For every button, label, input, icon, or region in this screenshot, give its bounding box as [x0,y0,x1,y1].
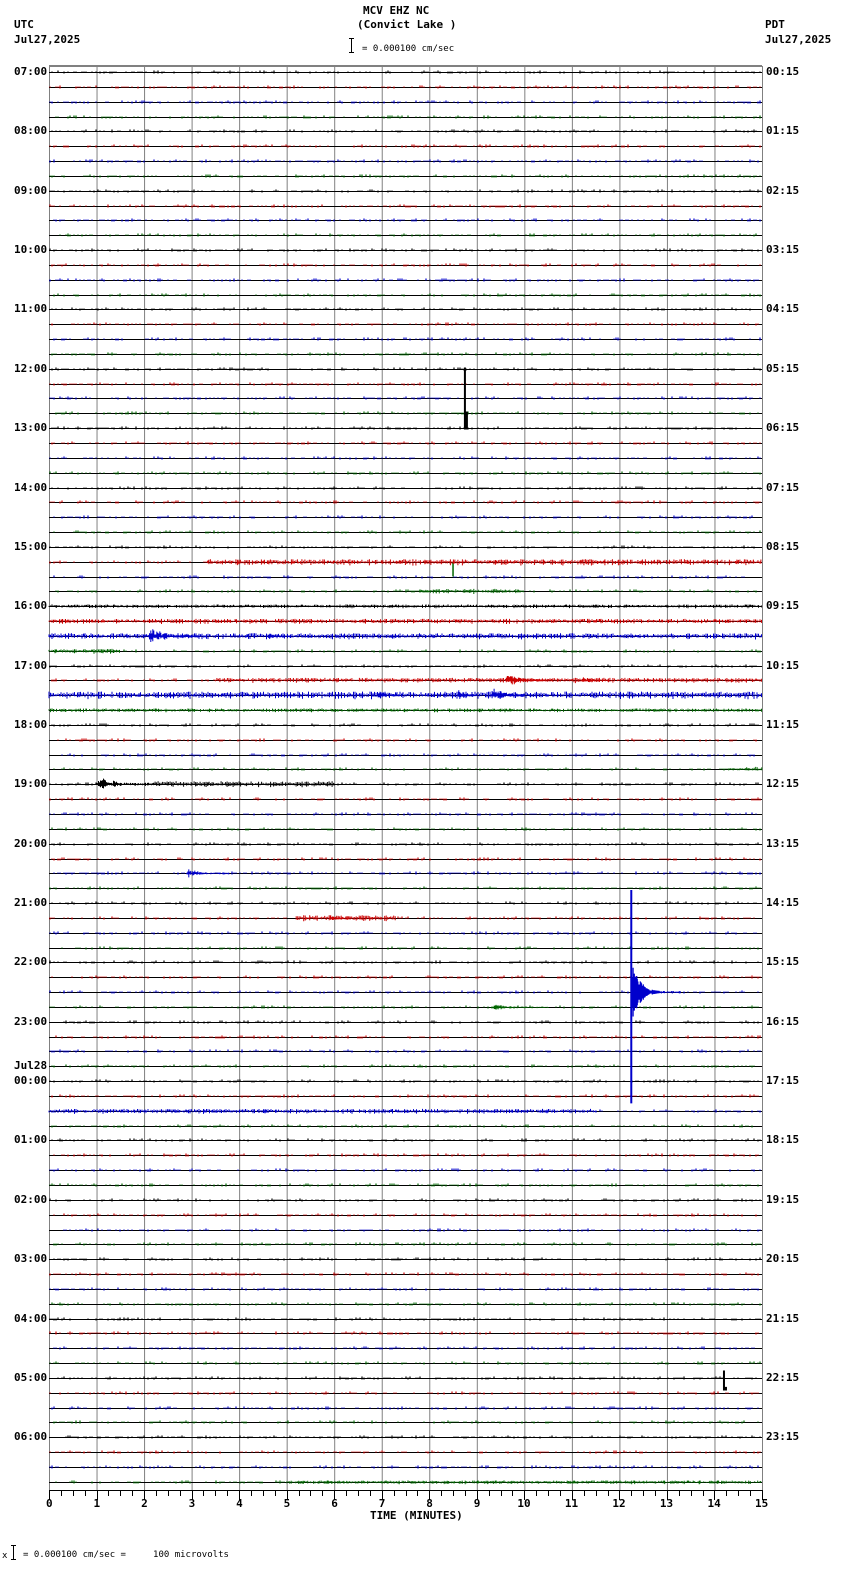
utc-hour-label: 16:00 [14,599,48,613]
right-timezone: PDT [765,18,785,31]
pdt-time-label: 22:15 [766,1370,800,1384]
pdt-time-label: 21:15 [766,1311,800,1325]
utc-hour-label: 00:00 [14,1074,48,1088]
utc-hour-label: 02:00 [14,1192,48,1206]
x-tick-label: 1 [93,1497,101,1510]
x-tick-label: 7 [378,1497,386,1510]
scale-text: = 0.000100 cm/sec [362,44,455,54]
pdt-time-label: 14:15 [766,896,800,910]
pdt-time-label: 01:15 [766,124,800,138]
utc-hour-label: 08:00 [14,124,48,138]
right-date: Jul27,2025 [765,33,832,46]
utc-hour-label: 14:00 [14,480,48,494]
pdt-time-label: 08:15 [766,539,800,553]
utc-hour-label: 21:00 [14,896,48,910]
station-title: MCV EHZ NC [363,4,430,17]
utc-hour-label: 10:00 [14,243,48,257]
pdt-time-label: 07:15 [766,480,800,494]
utc-hour-label: 20:00 [14,836,48,850]
pdt-time-label: 20:15 [766,1252,800,1266]
pdt-time-label: 09:15 [766,599,800,613]
x-tick-label: 8 [426,1497,433,1510]
utc-hour-label: 18:00 [14,717,48,731]
x-tick-label: 15 [755,1497,769,1510]
pdt-time-label: 13:15 [766,836,800,850]
utc-hour-label: 22:00 [14,955,48,969]
x-tick-label: 14 [707,1497,721,1510]
utc-hour-label: 03:00 [14,1252,48,1266]
x-axis-label: TIME (MINUTES) [370,1509,463,1522]
utc-hour-label: 07:00 [14,65,48,78]
pdt-time-label: 00:15 [766,65,800,78]
pdt-time-label: 17:15 [766,1074,800,1088]
x-tick-label: 13 [659,1497,674,1510]
utc-hour-label: 12:00 [14,361,48,375]
x-tick-label: 9 [473,1497,481,1510]
station-location: (Convict Lake ) [357,18,457,31]
utc-hour-label: 11:00 [14,302,48,316]
pdt-time-label: 06:15 [766,421,800,435]
x-tick-label: 11 [564,1497,579,1510]
pdt-time-label: 05:15 [766,361,800,375]
x-tick-label: 10 [517,1497,531,1510]
x-tick-label: 5 [283,1497,291,1510]
x-tick-label: 3 [188,1497,196,1510]
utc-hour-label: 19:00 [14,777,48,791]
utc-hour-label: 05:00 [14,1370,48,1384]
x-tick-label: 6 [331,1497,338,1510]
pdt-time-label: 04:15 [766,302,800,316]
utc-hour-label: 01:00 [14,1133,48,1147]
pdt-time-label: 18:15 [766,1133,800,1147]
x-tick-label: 12 [612,1497,626,1510]
pdt-time-label: 12:15 [766,777,800,791]
footer-scale-bar-icon [11,1545,16,1560]
x-tick-label: 0 [46,1497,53,1510]
x-tick-label: 4 [236,1497,243,1510]
utc-hour-label: 04:00 [14,1311,48,1325]
utc-hour-label: 17:00 [14,658,48,672]
footer-scale-prefix: x [2,1551,8,1561]
scale-bar-icon [349,38,354,53]
pdt-time-label: 03:15 [766,243,800,257]
utc-hour-label: 13:00 [14,421,48,435]
pdt-time-label: 11:15 [766,717,800,731]
pdt-time-label: 19:15 [766,1192,800,1206]
utc-hour-label: 06:00 [14,1430,48,1444]
pdt-time-label: 23:15 [766,1430,800,1444]
footer-scale-text: = 0.000100 cm/sec = 100 microvolts [23,1550,229,1560]
utc-hour-label: 09:00 [14,183,48,197]
pdt-time-label: 02:15 [766,183,800,197]
left-timezone: UTC [14,18,34,31]
pdt-time-label: 10:15 [766,658,800,672]
pdt-time-label: 16:15 [766,1014,800,1028]
date-change-label: Jul28 [14,1059,48,1073]
left-date: Jul27,2025 [14,33,81,46]
pdt-time-label: 15:15 [766,955,800,969]
utc-hour-label: 15:00 [14,539,48,553]
utc-hour-label: 23:00 [14,1014,48,1028]
x-tick-label: 2 [141,1497,148,1510]
